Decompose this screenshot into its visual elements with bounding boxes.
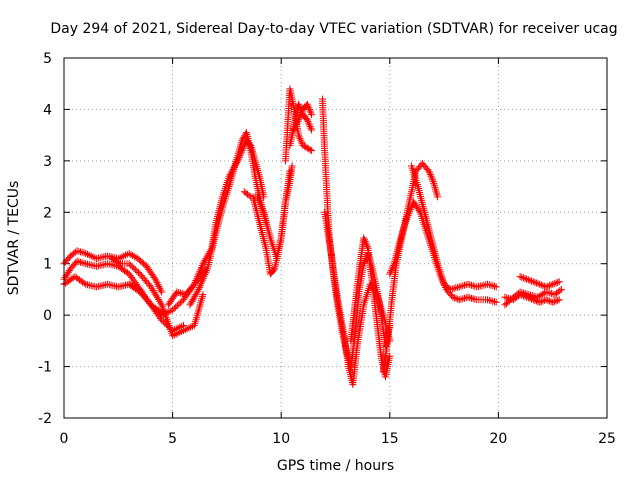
satellite-track-20 [516, 273, 563, 291]
y-tick-label: -2 [38, 411, 52, 427]
y-tick-label: 3 [43, 154, 52, 170]
y-tick-label: 5 [43, 51, 52, 67]
plot-frame [63, 57, 608, 419]
satellite-track-9 [249, 162, 296, 278]
satellite-track-4 [108, 255, 207, 340]
grid [64, 58, 607, 418]
y-tick-label: -1 [38, 360, 52, 376]
satellite-track-14 [321, 208, 394, 389]
satellite-track-12 [290, 100, 316, 134]
x-axis-label: GPS time / hours [277, 458, 394, 474]
satellite-track-13 [319, 95, 394, 371]
x-tick-label: 25 [598, 431, 616, 447]
y-tick-label: 1 [43, 257, 52, 273]
axes: 0 5 10 15 20 25 -2 -1 0 1 2 3 4 5 [38, 51, 616, 447]
y-axis-label: SDTVAR / TECUs [6, 181, 22, 296]
satellite-track-18 [408, 162, 500, 293]
y-tick-label: 4 [43, 102, 52, 118]
chart-title: Day 294 of 2021, Sidereal Day-to-day VTE… [50, 21, 617, 37]
satellite-track-21 [501, 285, 565, 309]
x-tick-label: 10 [272, 431, 290, 447]
x-tick-label: 20 [489, 431, 507, 447]
y-tick-label: 2 [43, 205, 52, 221]
satellite-track-16 [379, 159, 442, 376]
satellite-track-7 [186, 129, 270, 309]
x-tick-label: 0 [60, 431, 69, 447]
x-tick-label: 5 [168, 431, 177, 447]
data-points [60, 85, 565, 389]
y-tick-label: 0 [43, 308, 52, 324]
x-tick-label: 15 [381, 431, 399, 447]
